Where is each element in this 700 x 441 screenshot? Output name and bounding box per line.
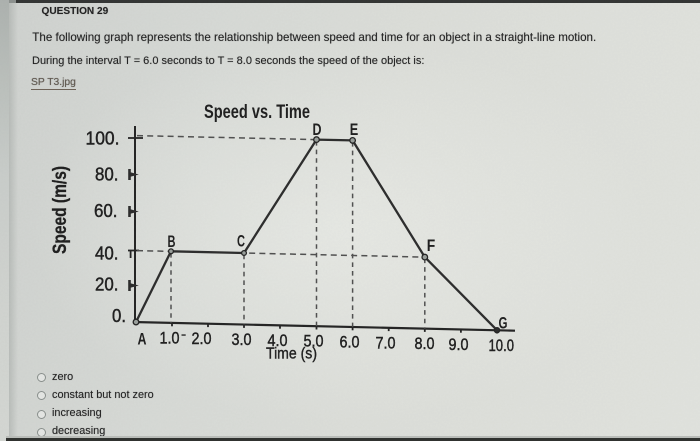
svg-text:0.: 0. — [112, 305, 126, 326]
svg-text:E: E — [350, 121, 359, 139]
svg-text:D: D — [313, 121, 322, 139]
svg-text:B: B — [168, 233, 176, 251]
svg-text:Time (s): Time (s) — [266, 346, 317, 363]
svg-text:10.0: 10.0 — [489, 336, 515, 355]
svg-text:6.0: 6.0 — [340, 333, 360, 352]
svg-text:3.0: 3.0 — [232, 330, 252, 349]
svg-text:2.0: 2.0 — [192, 329, 212, 348]
svg-text:40.: 40. — [95, 243, 119, 264]
svg-text:F: F — [427, 237, 436, 255]
svg-text:G: G — [499, 315, 508, 333]
svg-text:Speed (m/s): Speed (m/s) — [49, 166, 71, 254]
svg-text:20.: 20. — [95, 274, 119, 295]
svg-text:9.0: 9.0 — [449, 335, 469, 354]
svg-text:1.0: 1.0 — [160, 329, 180, 348]
svg-text:C: C — [237, 233, 245, 251]
svg-text:A: A — [138, 331, 147, 349]
svg-text:Speed vs. Time: Speed vs. Time — [204, 102, 310, 123]
svg-text:8.0: 8.0 — [415, 334, 435, 353]
svg-text:60.: 60. — [94, 200, 118, 221]
svg-text:80.: 80. — [95, 164, 119, 185]
svg-text:7.0: 7.0 — [376, 333, 396, 352]
svg-text:100.: 100. — [86, 128, 120, 149]
